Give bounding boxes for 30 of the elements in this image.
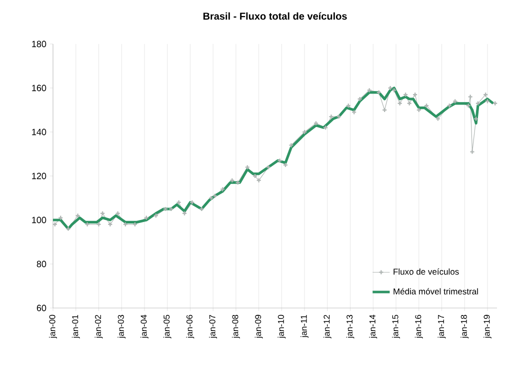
x-tick-label: jan-04 [140,314,148,338]
chart-title: Brasil - Fluxo total de veículos [203,12,347,20]
y-tick-label: 180 [32,40,46,48]
x-tick-label: jan-01 [72,314,80,338]
x-tick-label: jan-19 [484,314,492,338]
x-tick-label: jan-07 [209,314,218,338]
x-tick-label: jan-02 [94,314,103,338]
x-tick-label: jan-10 [278,314,286,338]
x-tick-label: jan-15 [392,314,400,338]
x-tick-label: jan-11 [300,314,308,338]
y-tick-label: 160 [32,84,46,92]
legend-label: Fluxo de veículos [394,268,459,275]
y-tick-label: 100 [32,216,46,224]
legend-label: Média móvel trimestral [394,288,478,294]
x-tick-label: jan-06 [186,314,194,338]
x-tick-label: jan-05 [163,314,172,338]
x-tick-label: jan-09 [254,314,263,338]
y-tick-label: 80 [36,260,46,268]
y-tick-label: 60 [36,304,46,312]
x-tick-label: jan-16 [414,314,423,338]
y-tick-label: 120 [32,172,46,180]
y-tick-label: 140 [32,128,46,136]
x-tick-label: jan-00 [49,314,57,338]
x-tick-label: jan-13 [346,314,354,338]
x-tick-label: jan-14 [369,314,378,338]
x-tick-label: jan-18 [460,314,469,338]
x-tick-label: jan-17 [438,314,446,338]
x-tick-label: jan-08 [232,314,240,338]
x-tick-label: jan-03 [118,314,126,338]
x-tick-label: jan-12 [323,314,332,338]
